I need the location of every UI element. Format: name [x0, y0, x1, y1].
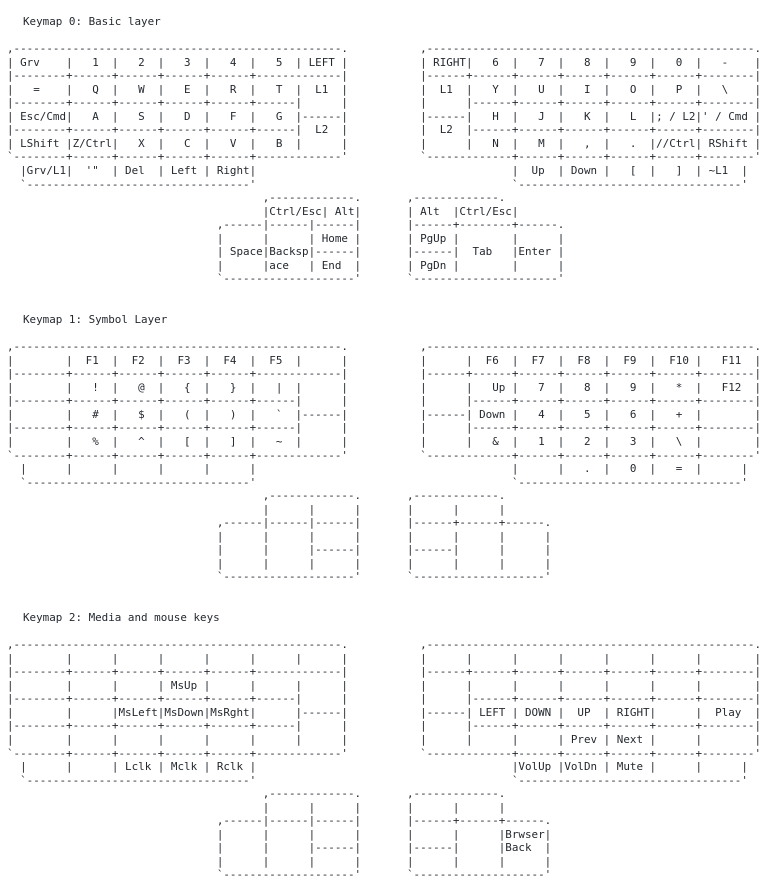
- keymap-section-media-mouse: Keymap 2: Media and mouse keys ,--------…: [7, 611, 765, 882]
- keymap-title-media-mouse: Keymap 2: Media and mouse keys: [23, 611, 220, 625]
- keymap-ascii-art-media-mouse: ,---------------------------------------…: [7, 638, 762, 882]
- keymap-title-basic-layer: Keymap 0: Basic layer: [23, 15, 161, 28]
- keymap-section-symbol-layer: Keymap 1: Symbol Layer ,----------------…: [7, 313, 765, 584]
- keymap-ascii-art-basic-layer: ,---------------------------------------…: [7, 42, 762, 286]
- keymap-title-symbol-layer: Keymap 1: Symbol Layer: [23, 313, 168, 327]
- keymap-ascii-art-symbol-layer: ,---------------------------------------…: [7, 340, 762, 584]
- keymap-section-basic-layer: Keymap 0: Basic layer ,-----------------…: [7, 15, 765, 286]
